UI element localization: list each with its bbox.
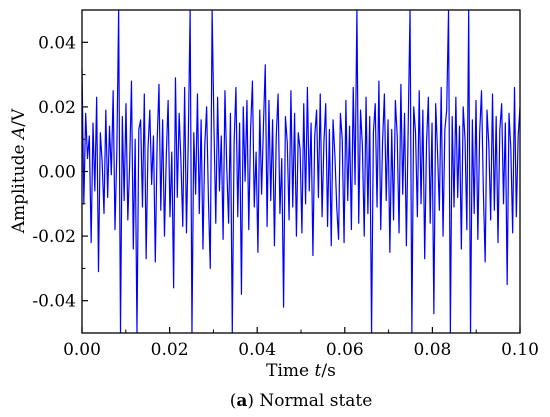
y-axis-title-main: Amplitude [9, 139, 29, 234]
x-axis-title-unit: /s [321, 361, 335, 381]
y-tick-label: 0.04 [38, 33, 76, 53]
y-axis-title-unit: /V [9, 108, 29, 127]
caption-text: Normal state [254, 391, 372, 411]
y-tick-label: -0.04 [32, 292, 76, 312]
caption-letter: a [236, 391, 247, 411]
caption-close: ) [247, 391, 254, 411]
y-axis-title: Amplitude A/V [9, 108, 29, 234]
y-tick-label: 0.02 [38, 98, 76, 118]
x-tick-label: 0.02 [151, 340, 189, 360]
x-tick-label: 0.04 [238, 340, 276, 360]
x-axis-title-var: t [315, 361, 322, 381]
x-tick-label: 0.06 [326, 340, 364, 360]
x-tick-label: 0.00 [63, 340, 101, 360]
figure-caption: (a) Normal state [230, 391, 373, 411]
y-tick-label: -0.02 [32, 227, 76, 247]
y-axis-title-var: A [9, 127, 29, 141]
caption-open: ( [230, 391, 237, 411]
series-layer [82, 10, 520, 333]
y-tick-label: 0.00 [38, 163, 76, 183]
x-tick-label: 0.10 [501, 340, 539, 360]
x-axis-title-main: Time [266, 361, 314, 381]
x-tick-label: 0.08 [413, 340, 451, 360]
axis-ticks [81, 9, 521, 334]
tick-labels: 0.00 0.02 0.04 0.06 0.08 0.10 -0.04 -0.02 0.00 0.… [32, 33, 539, 360]
x-axis-title: Time t/s [266, 361, 336, 381]
signal-line [82, 10, 520, 333]
